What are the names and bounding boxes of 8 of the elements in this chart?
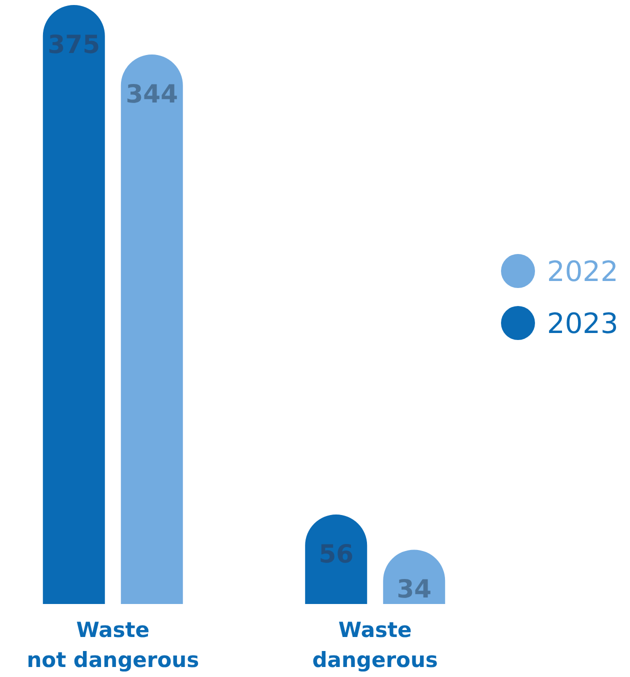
x-tick-label: Waste not dangerous xyxy=(26,618,200,672)
legend-label: 2023 xyxy=(547,307,618,340)
legend-label: 2022 xyxy=(547,255,618,288)
data-label: 344 xyxy=(126,80,178,109)
data-label: 34 xyxy=(396,574,432,604)
bar xyxy=(120,54,183,604)
bar xyxy=(42,5,105,604)
x-tick-label: Waste dangerous xyxy=(312,618,438,672)
